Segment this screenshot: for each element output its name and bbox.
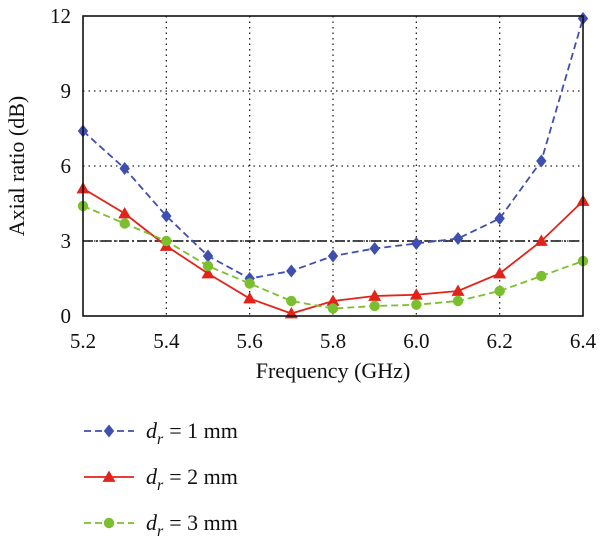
legend-marker xyxy=(102,470,116,482)
data-point xyxy=(202,260,214,272)
data-point xyxy=(119,218,130,229)
legend-value: = 1 mm xyxy=(169,418,238,443)
y-tick-label: 0 xyxy=(61,304,72,328)
data-point xyxy=(494,212,505,225)
data-point xyxy=(327,249,339,263)
data-point xyxy=(452,295,464,307)
data-point xyxy=(493,267,507,279)
data-point xyxy=(494,285,505,297)
x-axis-title: Frequency (GHz) xyxy=(256,358,411,383)
legend-item-1: dr = 1 mm xyxy=(84,418,238,448)
legend-label: dr = 1 mm xyxy=(146,418,238,448)
x-tick-labels: 5.2 5.4 5.6 5.8 6.0 6.2 6.4 xyxy=(70,329,597,353)
legend-var: d xyxy=(146,510,158,535)
data-point xyxy=(411,299,422,310)
x-tick-label: 5.4 xyxy=(153,329,180,353)
series-3 xyxy=(77,200,589,314)
legend-item-3: dr = 3 mm xyxy=(84,510,238,540)
legend-label: dr = 3 mm xyxy=(146,510,238,540)
legend-subscript: r xyxy=(157,523,164,540)
legend-label: dr = 2 mm xyxy=(146,464,238,494)
data-point xyxy=(118,207,132,219)
data-point xyxy=(161,209,172,223)
data-point xyxy=(451,284,465,296)
legend-var: d xyxy=(146,418,158,443)
plot-frame xyxy=(82,15,584,317)
legend-item-2: dr = 2 mm xyxy=(84,464,238,494)
x-tick-label: 6.0 xyxy=(403,329,429,353)
data-point xyxy=(119,162,130,175)
data-point xyxy=(243,292,257,304)
data-point xyxy=(244,278,255,289)
data-point xyxy=(161,235,172,247)
data-point xyxy=(202,249,214,263)
legend-subscript: r xyxy=(157,477,164,494)
data-point xyxy=(411,237,422,250)
data-point xyxy=(286,295,297,307)
x-tick-label: 5.6 xyxy=(237,329,263,353)
x-tick-label: 6.4 xyxy=(570,329,597,353)
legend-value: = 2 mm xyxy=(169,464,238,489)
legend-subscript: r xyxy=(157,431,164,448)
legend-value: = 3 mm xyxy=(169,510,238,535)
x-tick-label: 5.8 xyxy=(320,329,346,353)
data-point xyxy=(452,232,464,245)
data-point xyxy=(286,264,297,278)
legend-marker xyxy=(103,424,115,438)
x-tick-label: 6.2 xyxy=(487,329,513,353)
y-tick-label: 9 xyxy=(61,79,72,103)
data-point xyxy=(369,242,380,255)
x-tick-label: 5.2 xyxy=(70,329,96,353)
data-point xyxy=(327,303,339,314)
legend-marker xyxy=(103,517,115,529)
y-tick-label: 12 xyxy=(50,4,71,28)
data-point xyxy=(368,289,382,301)
data-point xyxy=(536,154,547,168)
y-tick-labels: 0 3 6 9 12 xyxy=(50,4,71,328)
y-tick-label: 6 xyxy=(61,154,72,178)
data-point xyxy=(536,270,547,282)
grid-lines xyxy=(83,16,583,316)
data-point xyxy=(201,267,215,279)
y-axis-title: Axial ratio (dB) xyxy=(4,96,29,237)
data-point xyxy=(369,300,380,312)
data-point xyxy=(326,294,340,306)
data-point xyxy=(409,288,423,300)
y-tick-label: 3 xyxy=(61,229,72,253)
legend-var: d xyxy=(146,464,158,489)
data-point xyxy=(534,234,548,246)
